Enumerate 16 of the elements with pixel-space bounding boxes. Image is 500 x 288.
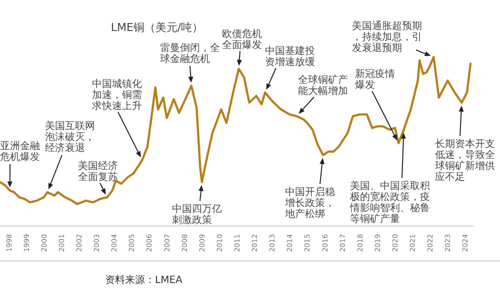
annotation: 全球铜矿产能大幅增加 xyxy=(298,74,348,97)
annotation: 中国城镇化加速，铜需求快速上升 xyxy=(92,78,142,112)
annotation: 雷曼倒闭，全球金融危机 xyxy=(160,42,220,65)
text: 资料来源：LMEA xyxy=(105,274,183,286)
annotation: 长期资本开支低迷，导致全球铜矿新增供应不足 xyxy=(435,138,495,183)
annotation: 美国经济全面复苏 xyxy=(78,160,118,183)
annotation: 美国、中国采取积极的宽松政策，疫情影响智利、秘鲁等铜矿产量 xyxy=(349,180,430,225)
annotation: 中国四万亿刺激政策 xyxy=(172,203,222,226)
annotation: 中国基建投资增速放缓 xyxy=(265,45,315,68)
annotation: 中国开启稳增长政策，地产松绑 xyxy=(284,186,335,220)
annotation: 亚洲金融危机爆发 xyxy=(0,140,40,163)
annotation: 美国互联网泡沫破灭，经济衰退 xyxy=(45,120,95,154)
annotation: 新冠疫情爆发 xyxy=(355,68,395,91)
annotation: 欧债危机全面爆发 xyxy=(222,28,262,51)
chart-title: LME铜（美元/吨） xyxy=(110,21,204,34)
annotation: 美国通胀超预期，持续加息，引发衰退预期 xyxy=(352,20,422,54)
